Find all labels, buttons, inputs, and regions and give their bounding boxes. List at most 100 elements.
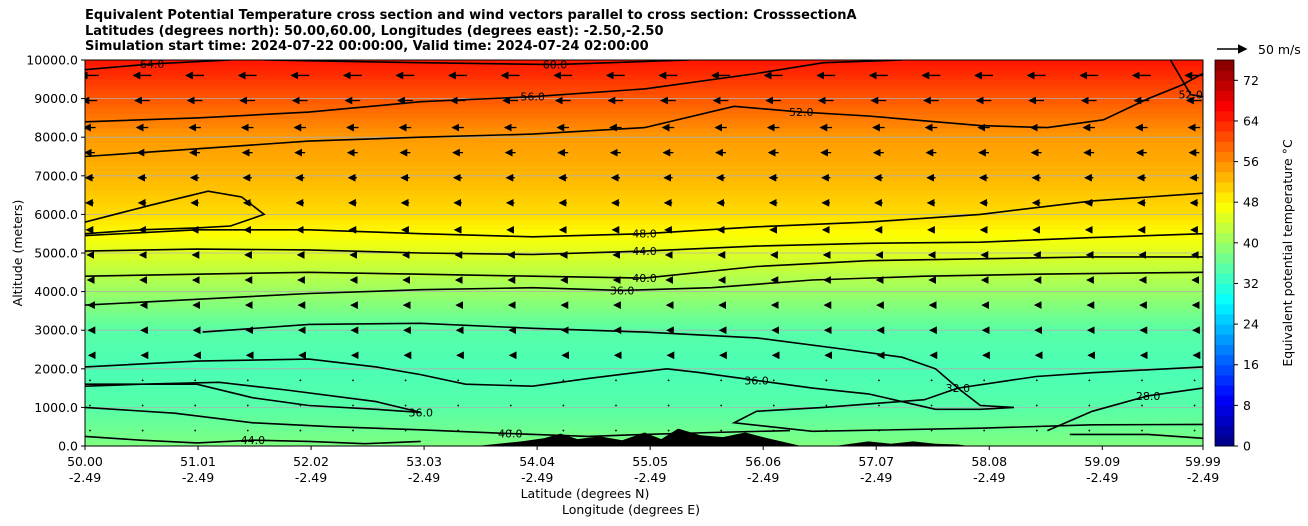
y-tick-label: 4000.0 — [34, 284, 78, 299]
contour-label: 56.0 — [520, 91, 545, 104]
colorbar-segment — [1215, 405, 1234, 417]
x-tick-label-lon: -2.49 — [860, 470, 892, 485]
wind-arrow — [89, 404, 91, 407]
contour-line — [1047, 387, 1203, 432]
colorbar-frame — [1214, 59, 1235, 447]
field-band — [85, 209, 1203, 215]
wind-arrow — [1193, 404, 1196, 407]
x-axis-label-lat: Latitude (degrees N) — [521, 486, 650, 501]
field-band — [85, 195, 1203, 201]
wind-arrow — [615, 379, 617, 382]
colorbar-segment — [1215, 253, 1234, 264]
y-tick-label: 0.0 — [58, 439, 78, 454]
field-band — [85, 88, 1203, 95]
colorbar-segment — [1215, 80, 1234, 91]
field-band — [85, 344, 1203, 351]
wind-arrow — [89, 429, 91, 432]
field-band — [85, 180, 1203, 187]
colorbar-segment — [1215, 364, 1234, 376]
colorbar-tick-label: 40 — [1243, 235, 1259, 250]
y-tick-label: 7000.0 — [34, 168, 78, 183]
field-band — [85, 253, 1203, 259]
x-tick-label-lat: 57.07 — [858, 454, 894, 469]
field-band — [85, 402, 1203, 408]
field-band — [85, 113, 1203, 119]
wind-arrow — [878, 404, 880, 407]
colorbar-segment — [1215, 313, 1234, 325]
contour-line — [85, 256, 1203, 279]
colorbar-segment — [1215, 242, 1234, 254]
field-band — [85, 291, 1203, 298]
wind-arrow — [983, 404, 986, 407]
field-band — [85, 108, 1203, 114]
field-band — [85, 219, 1203, 225]
field-band — [85, 383, 1203, 389]
wind-arrow — [667, 379, 670, 382]
contour-label: 52.0 — [1178, 89, 1203, 102]
field-band — [85, 359, 1203, 365]
contour-label: 36.0 — [610, 284, 635, 297]
wind-arrow — [1088, 404, 1091, 407]
wind-arrow — [1193, 379, 1196, 382]
title-line-3: Simulation start time: 2024-07-22 00:00:… — [85, 39, 649, 54]
wind-arrow — [562, 404, 565, 407]
contour-label: 44.0 — [632, 245, 657, 258]
contour-line — [1169, 60, 1203, 98]
x-tick-label-lon: -2.49 — [69, 470, 101, 485]
field-band — [85, 190, 1203, 196]
field-band — [85, 79, 1203, 85]
colorbar-segment — [1215, 100, 1234, 112]
y-tick-label: 1000.0 — [34, 400, 78, 415]
wind-arrow — [246, 429, 249, 432]
field-band — [85, 117, 1203, 124]
x-tick-label-lat: 53.03 — [406, 454, 442, 469]
colorbar-segment — [1215, 120, 1234, 132]
wind-arrow — [1088, 429, 1091, 432]
contour-label: 44.0 — [241, 434, 266, 447]
colorbar-tick-label: 48 — [1243, 195, 1259, 210]
field-band — [85, 224, 1203, 230]
wind-arrow — [720, 429, 723, 432]
colorbar-tick-label: 56 — [1243, 154, 1259, 169]
field-band — [85, 272, 1203, 278]
colorbar-segment — [1215, 90, 1234, 102]
wind-arrow — [352, 404, 354, 407]
field-band — [85, 354, 1203, 360]
x-tick-label-lon: -2.49 — [1187, 470, 1219, 485]
colorbar-tick-label: 24 — [1243, 317, 1259, 332]
wind-arrow — [562, 429, 565, 432]
wind-arrow — [878, 429, 880, 432]
wind-arrow — [1141, 379, 1143, 382]
contour-label: 36.0 — [408, 406, 433, 419]
x-tick-label-lon: -2.49 — [182, 470, 214, 485]
x-tick-label-lon: -2.49 — [408, 470, 440, 485]
wind-arrow — [404, 379, 407, 382]
x-tick-label-lon: -2.49 — [295, 470, 327, 485]
colorbar-segment — [1215, 385, 1234, 396]
wind-arrow — [720, 404, 723, 407]
wind-arrow — [404, 429, 407, 432]
field-band — [85, 122, 1203, 129]
wind-arrow — [352, 429, 354, 432]
contour-line — [85, 232, 1203, 256]
field-band — [85, 310, 1203, 317]
gridlines — [85, 60, 1203, 446]
contour-line — [85, 192, 1203, 238]
y-axis-label: Altitude (meters) — [10, 200, 25, 307]
wind-arrow — [1141, 404, 1143, 407]
y-tick-label: 5000.0 — [34, 246, 78, 261]
field-band — [85, 330, 1203, 336]
colorbar-segment — [1215, 435, 1234, 447]
contour-line — [85, 271, 1203, 306]
y-tick-label: 10000.0 — [26, 53, 78, 68]
colorbar-tick-label: 8 — [1243, 398, 1251, 413]
contour-label: 40.0 — [498, 428, 523, 441]
field-band — [85, 103, 1203, 109]
colorbar — [1215, 60, 1234, 447]
colorbar-segment — [1215, 425, 1234, 437]
wind-arrow — [930, 404, 933, 407]
colorbar-tick-label: 72 — [1243, 73, 1259, 88]
y-tick-label: 8000.0 — [34, 130, 78, 145]
contour-lines: 64.0 60.056.052.052.048.044.040.036.032.0… — [85, 60, 1203, 447]
